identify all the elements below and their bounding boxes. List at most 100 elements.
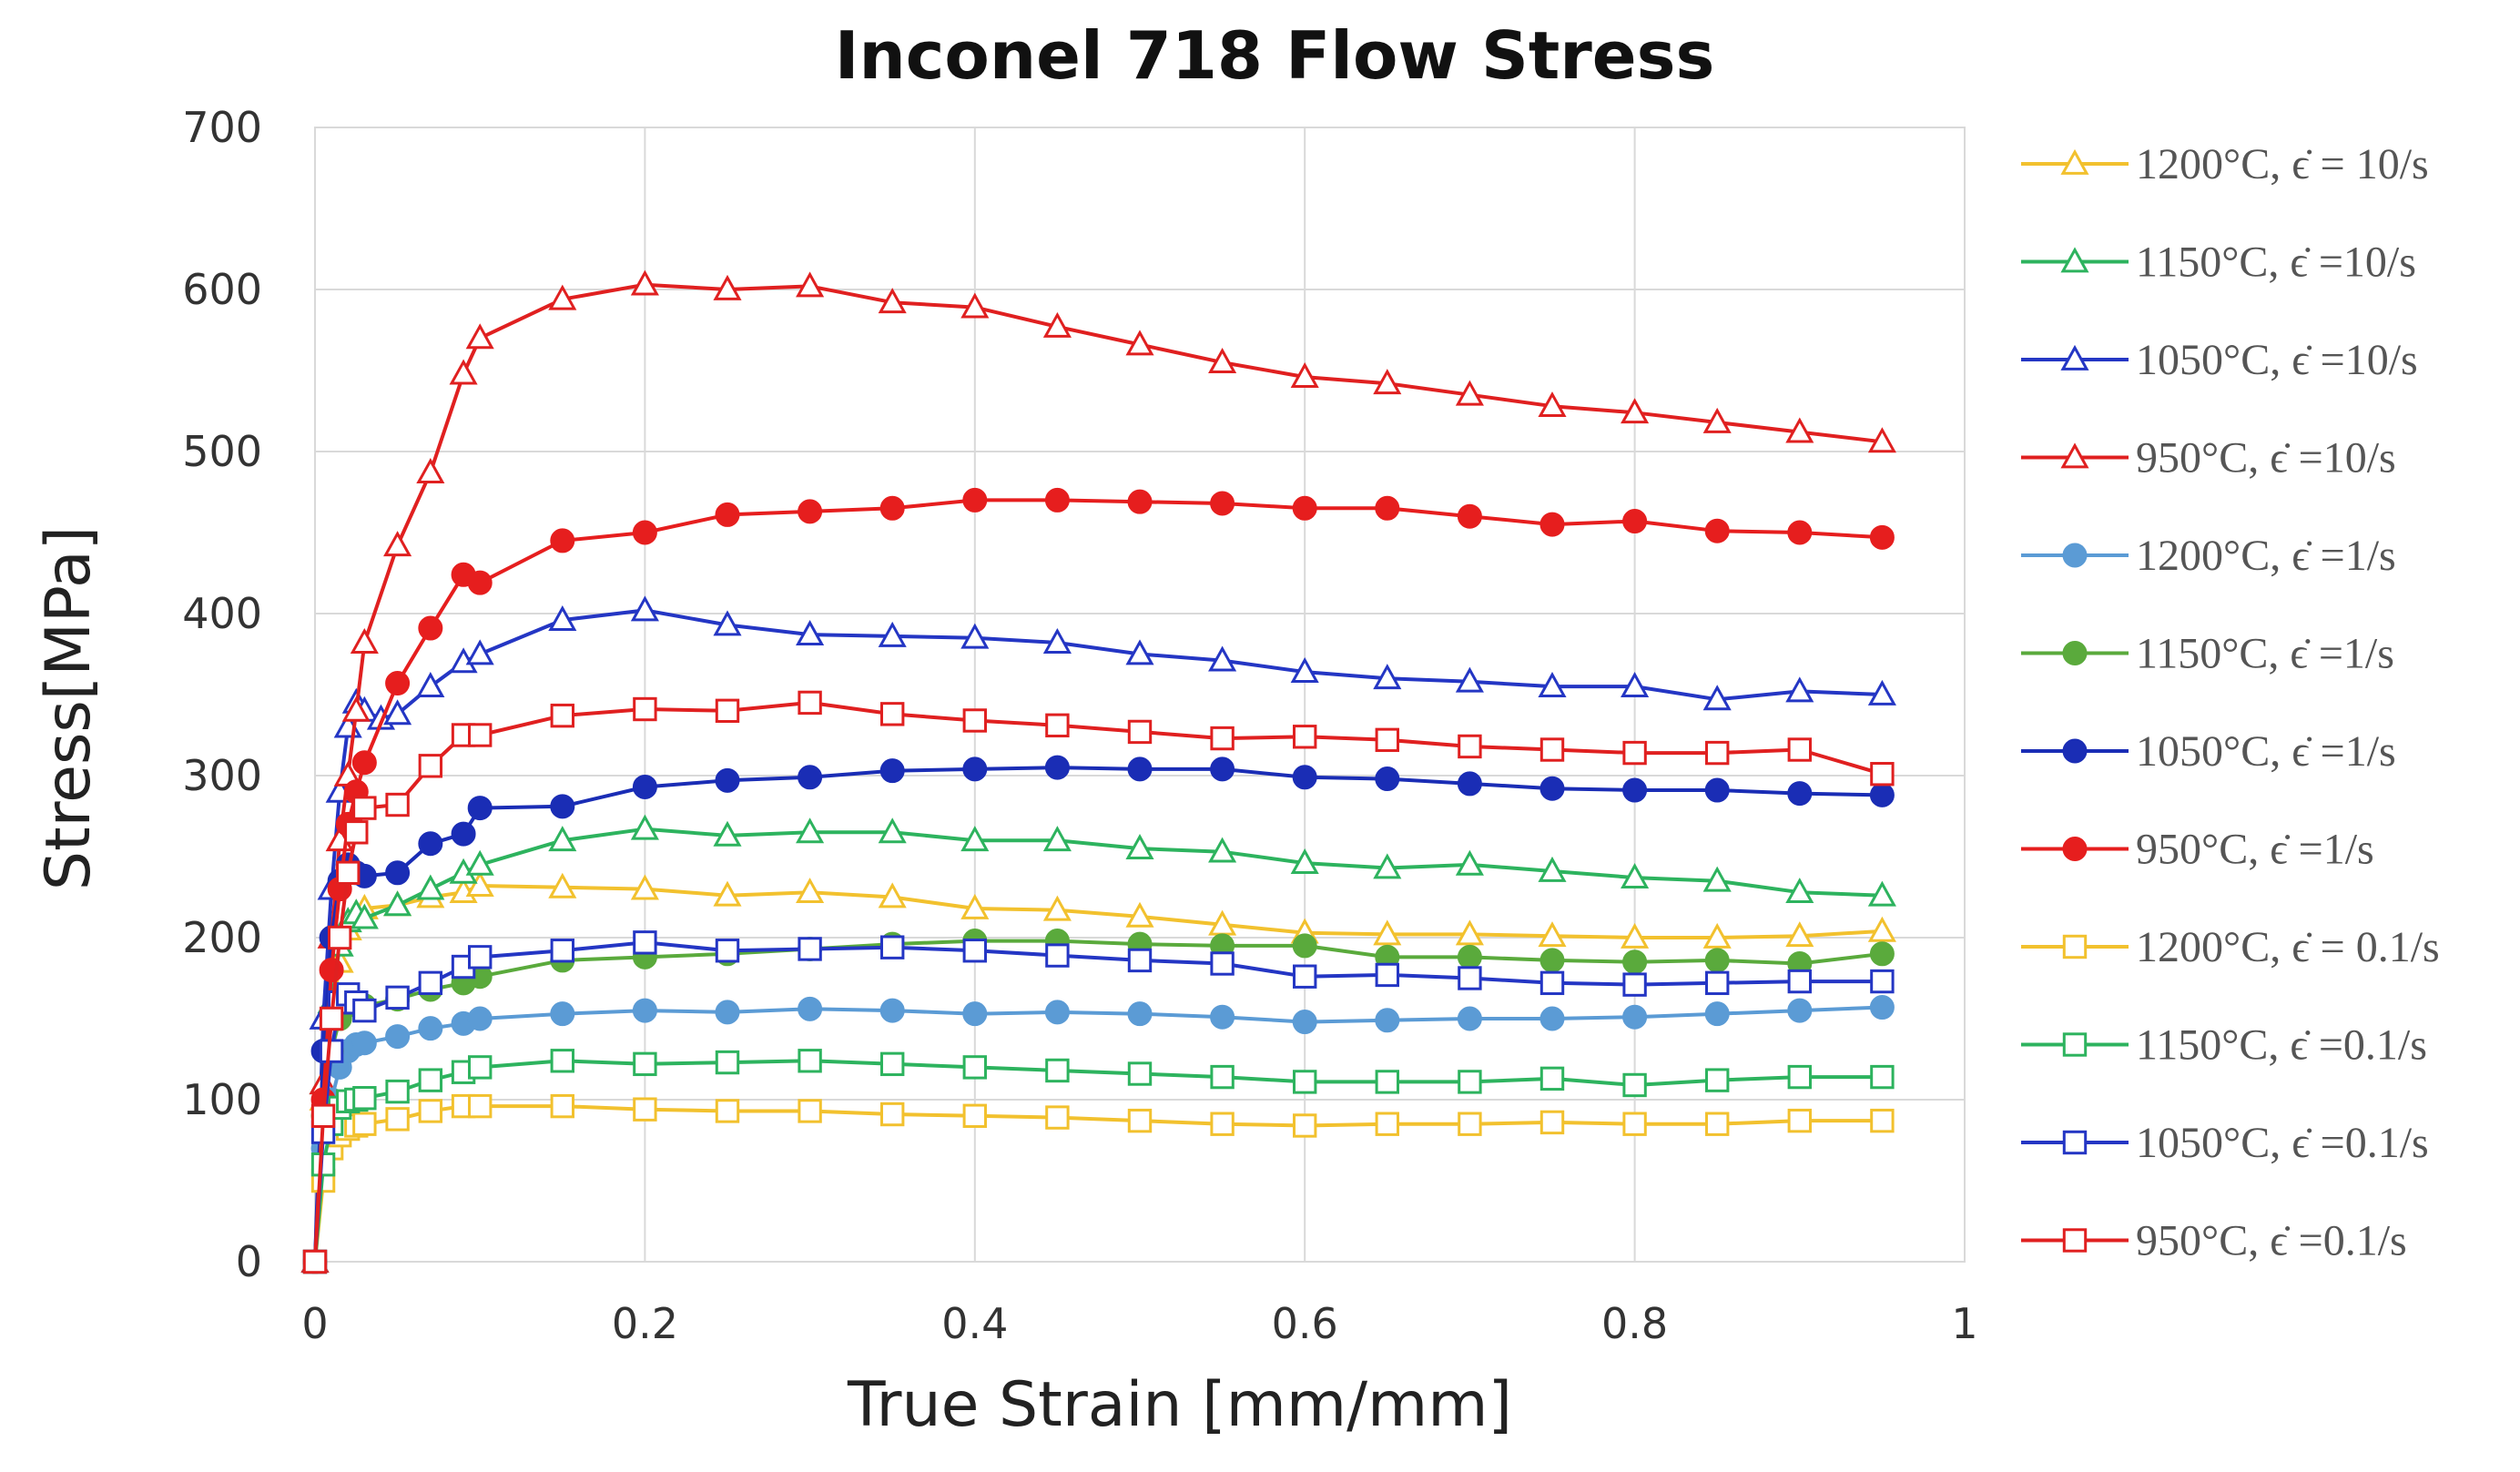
data-point	[1375, 1112, 1399, 1136]
data-point	[632, 998, 657, 1023]
data-point	[796, 271, 825, 298]
data-point	[1869, 995, 1895, 1020]
legend-label: 1050°C, ϵ̇ =1/s	[2136, 727, 2396, 776]
data-point	[1622, 1112, 1647, 1136]
data-point	[1455, 919, 1484, 946]
data-point	[341, 695, 371, 722]
data-point	[1127, 1108, 1153, 1133]
legend-item: 1200°C, ϵ̇ = 10/s	[2021, 140, 2429, 188]
legend-item: 950°C, ϵ̇ =10/s	[2021, 434, 2396, 482]
data-point	[1787, 520, 1813, 545]
data-point	[1042, 627, 1072, 654]
data-point	[1539, 1066, 1565, 1091]
data-point	[715, 767, 740, 793]
data-point	[1622, 949, 1648, 975]
data-point	[302, 1249, 328, 1274]
series-layer	[300, 269, 1896, 1274]
data-point	[1785, 921, 1814, 948]
data-point	[1373, 853, 1402, 879]
data-point	[1702, 685, 1732, 711]
legend-marker	[2060, 148, 2089, 175]
data-point	[1293, 964, 1317, 989]
data-point	[327, 925, 352, 950]
data-point	[713, 880, 742, 907]
data-point	[1373, 919, 1402, 946]
data-point	[1539, 776, 1565, 801]
data-point	[1210, 1112, 1235, 1136]
data-point	[960, 826, 990, 852]
data-point	[1457, 503, 1482, 529]
data-point	[878, 621, 907, 647]
data-point	[1045, 713, 1070, 738]
series-line	[313, 700, 1883, 1263]
x-tick-label: 1	[1951, 1299, 1977, 1348]
data-point	[1208, 348, 1237, 373]
data-point	[1210, 756, 1235, 782]
data-point	[630, 874, 659, 900]
data-point	[1127, 1001, 1153, 1027]
data-point	[1292, 933, 1317, 959]
legend-label: 1050°C, ϵ̇ =10/s	[2136, 336, 2418, 384]
data-point	[418, 615, 443, 641]
data-point	[1704, 518, 1730, 543]
data-point	[1292, 765, 1317, 790]
data-point	[416, 458, 445, 484]
data-point	[344, 820, 369, 845]
data-point	[633, 696, 657, 722]
data-point	[1702, 922, 1732, 949]
legend-marker	[2060, 344, 2089, 371]
data-point	[1208, 837, 1237, 863]
data-point	[468, 1055, 493, 1080]
series-line	[313, 940, 1883, 1263]
data-point	[418, 754, 443, 778]
data-point	[962, 756, 988, 782]
chart-title: Inconel 718 Flow Stress	[835, 17, 1715, 94]
data-point	[385, 985, 410, 1010]
data-point	[1787, 1064, 1812, 1090]
data-point	[1042, 826, 1072, 852]
data-point	[632, 774, 657, 799]
data-point	[1042, 895, 1072, 921]
data-point	[1539, 948, 1565, 973]
legend-item: 950°C, ϵ̇ =0.1/s	[2021, 1217, 2407, 1265]
data-point	[1458, 966, 1482, 990]
data-point	[1705, 740, 1730, 766]
data-point	[880, 1051, 905, 1077]
data-point	[796, 817, 825, 844]
data-point	[1621, 863, 1650, 889]
series-3	[300, 595, 1896, 1273]
data-point	[418, 1099, 443, 1123]
data-point	[715, 1099, 740, 1123]
data-point	[1127, 948, 1153, 973]
data-point	[880, 935, 905, 959]
data-point	[1375, 727, 1399, 753]
x-tick-label: 0.6	[1272, 1299, 1338, 1348]
data-point	[467, 1006, 493, 1031]
data-point	[550, 794, 575, 819]
data-point	[350, 627, 379, 654]
data-point	[467, 570, 493, 595]
data-point	[383, 890, 412, 917]
series-9	[302, 1093, 1895, 1274]
data-point	[1622, 740, 1647, 766]
data-point	[1538, 391, 1567, 418]
data-point	[1044, 487, 1070, 513]
data-point	[1210, 1004, 1235, 1030]
legend-marker	[2062, 1130, 2088, 1155]
data-point	[1293, 1113, 1317, 1138]
data-point	[1375, 1070, 1399, 1094]
y-tick-label: 600	[182, 265, 262, 314]
data-point	[550, 939, 574, 963]
data-point	[1785, 417, 1814, 443]
data-point	[962, 1001, 988, 1027]
legend-label: 1150°C, ϵ̇ =1/s	[2136, 630, 2394, 678]
data-point	[1622, 509, 1648, 534]
data-point	[336, 860, 361, 885]
data-point	[1125, 834, 1154, 859]
data-point	[1045, 1058, 1070, 1083]
data-point	[1373, 369, 1402, 395]
data-point	[960, 623, 990, 649]
data-point	[1702, 866, 1732, 892]
data-point	[351, 1030, 377, 1056]
data-point	[468, 945, 493, 969]
